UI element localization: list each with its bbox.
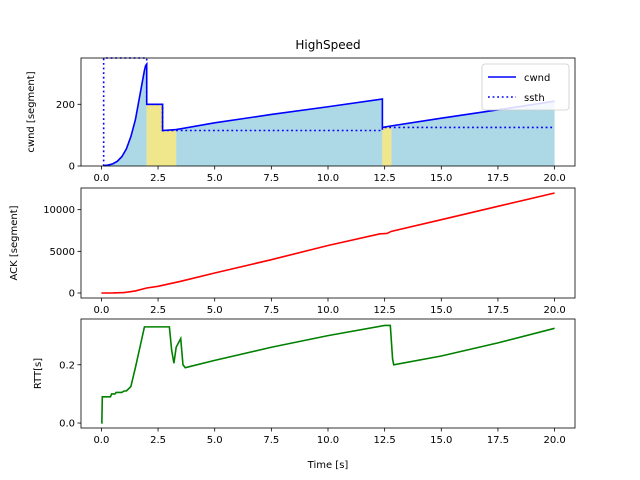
cwnd-y-axis-label: cwnd [segment] bbox=[26, 71, 37, 152]
x-tick-label: 5.0 bbox=[207, 435, 223, 446]
y-tick-label: 10000 bbox=[43, 205, 75, 216]
x-tick-label: 20.0 bbox=[543, 305, 565, 316]
x-tick-label: 10.0 bbox=[317, 305, 339, 316]
x-tick-label: 20.0 bbox=[543, 173, 565, 184]
x-tick-label: 0.0 bbox=[93, 173, 109, 184]
rtt-y-axis-label: RTT[s] bbox=[33, 358, 44, 389]
y-tick-label: 0 bbox=[69, 289, 75, 300]
y-tick-label: 0.2 bbox=[59, 360, 75, 371]
x-tick-label: 15.0 bbox=[430, 435, 452, 446]
x-tick-label: 12.5 bbox=[374, 435, 396, 446]
x-tick-label: 0.0 bbox=[93, 435, 109, 446]
legend-box bbox=[481, 63, 570, 111]
x-tick-label: 0.0 bbox=[93, 305, 109, 316]
x-tick-label: 10.0 bbox=[317, 173, 339, 184]
x-tick-label: 2.5 bbox=[150, 173, 166, 184]
x-axis-label: Time [s] bbox=[307, 460, 349, 471]
x-tick-label: 2.5 bbox=[150, 435, 166, 446]
rtt-line bbox=[101, 324, 555, 424]
x-tick-label: 7.5 bbox=[263, 305, 279, 316]
legend-label-ssth: ssth bbox=[524, 93, 545, 104]
x-tick-label: 20.0 bbox=[543, 435, 565, 446]
x-tick-label: 15.0 bbox=[430, 305, 452, 316]
state-region-4 bbox=[391, 101, 555, 166]
x-tick-label: 7.5 bbox=[263, 435, 279, 446]
x-tick-label: 12.5 bbox=[374, 305, 396, 316]
cwnd-panel: 0.0 2.5 5.0 7.5 10.0 12.5 15.0 17.5 20.0 0 200 cwnd… bbox=[26, 57, 576, 184]
x-tick-label: 2.5 bbox=[150, 305, 166, 316]
x-tick-label: 17.5 bbox=[487, 173, 509, 184]
ssth-line bbox=[102, 57, 555, 166]
x-tick-label: 15.0 bbox=[430, 173, 452, 184]
x-tick-label: 12.5 bbox=[374, 173, 396, 184]
state-region-2 bbox=[176, 99, 383, 166]
state-region-3 bbox=[382, 125, 392, 166]
x-tick-label: 17.5 bbox=[487, 305, 509, 316]
x-tick-label: 5.0 bbox=[207, 305, 223, 316]
y-tick-label: 0.0 bbox=[59, 419, 75, 430]
legend-label-cwnd: cwnd bbox=[524, 73, 550, 84]
x-tick-label: 17.5 bbox=[487, 435, 509, 446]
x-tick-label: 10.0 bbox=[317, 435, 339, 446]
ack-line bbox=[101, 192, 555, 294]
state-region-1 bbox=[146, 104, 177, 166]
y-tick-label: 5000 bbox=[50, 247, 75, 258]
chart-title: HighSpeed bbox=[295, 38, 360, 52]
cwnd-line bbox=[103, 61, 555, 167]
ack-panel: 0.0 2.5 5.0 7.5 10.0 12.5 15.0 17.5 20.0 0 5000 100… bbox=[9, 187, 576, 316]
rtt-panel: 0.0 2.5 5.0 7.5 10.0 12.5 15.0 17.5 20.0 0.0 0.2 RT… bbox=[33, 318, 576, 446]
y-tick-label: 200 bbox=[56, 100, 75, 111]
y-tick-label: 0 bbox=[69, 162, 75, 173]
x-tick-label: 5.0 bbox=[207, 173, 223, 184]
ack-y-axis-label: ACK [segment] bbox=[9, 205, 20, 280]
state-region-0 bbox=[103, 64, 147, 166]
x-tick-label: 7.5 bbox=[263, 173, 279, 184]
